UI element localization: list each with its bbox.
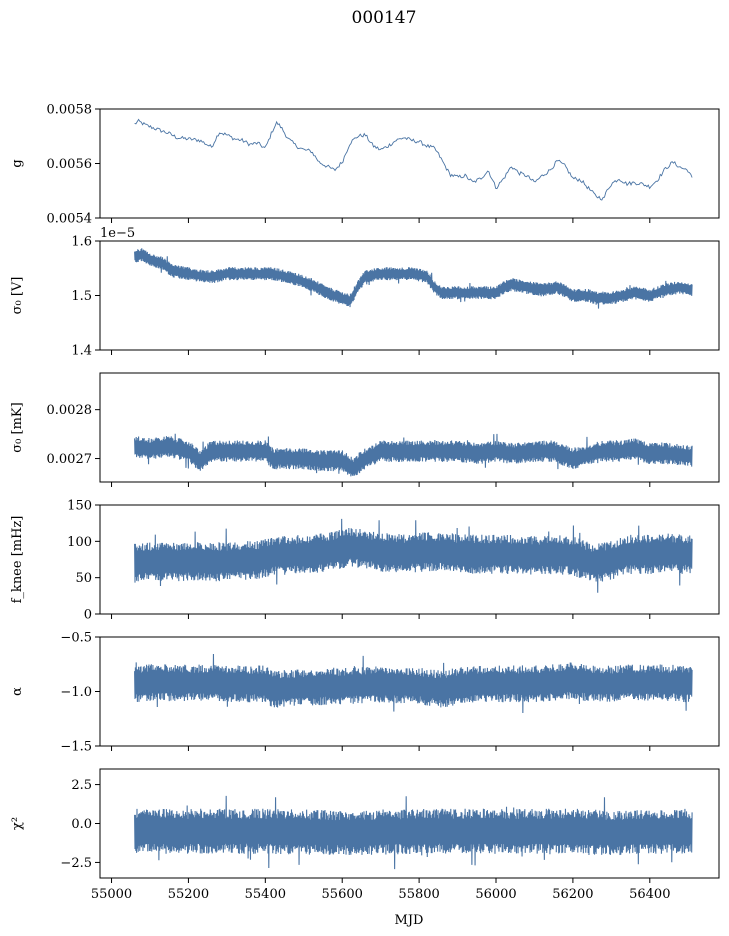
line-f_knee — [134, 518, 693, 593]
x-tick-label: 56200 — [552, 887, 593, 902]
y-tick-label: 150 — [67, 499, 92, 514]
series-sigma0_volts — [134, 248, 693, 309]
y-tick-label: 2.5 — [71, 778, 92, 793]
x-tick-label: 55600 — [322, 887, 363, 902]
y-tick-label: −0.5 — [60, 631, 92, 646]
panel-chi2: −2.5 0.0 2.5 55000 55200 55400 55600 55800 56000… — [10, 768, 720, 902]
series-chi2 — [134, 795, 693, 870]
x-tick-label: 55200 — [168, 887, 209, 902]
line-sigma0_volts — [134, 248, 693, 309]
figure-title: 000147 — [352, 8, 417, 28]
y-axis-label: χ² — [10, 817, 25, 830]
axes-frame — [99, 372, 720, 483]
y-tick-label: 0.0054 — [47, 212, 93, 227]
series-alpha — [134, 653, 693, 713]
y-tick-label: 0.0056 — [47, 157, 93, 172]
offset-text: 1e−5 — [100, 226, 135, 241]
y-tick-label: 0.0058 — [47, 103, 93, 118]
panel-alpha: −1.5 −1.0 −0.5 α — [10, 631, 720, 755]
y-tick-label: 0 — [84, 608, 92, 623]
panel-gain: 0.0054 0.0056 0.0058 g — [10, 103, 720, 227]
x-axis-label: MJD — [395, 913, 424, 928]
line-chi2 — [134, 795, 693, 870]
y-axis-label: α — [10, 687, 25, 696]
panel-f_knee: 0 50 100 150 f_knee [mHz] — [10, 499, 720, 623]
y-tick-label: 0.0 — [71, 817, 92, 832]
y-tick-label: −1.5 — [60, 740, 92, 755]
panel-sigma0_mk: 0.0027 0.0028 σ₀ [mK] — [10, 372, 720, 487]
axes-frame — [99, 504, 720, 615]
y-axis-label: g — [10, 159, 25, 167]
x-tick-label: 55400 — [245, 887, 286, 902]
line-gain — [134, 118, 693, 201]
y-axis-label: σ₀ [mK] — [10, 402, 25, 452]
y-tick-label: 0.0027 — [47, 452, 93, 467]
x-tick-label: 56000 — [475, 887, 516, 902]
x-tick-label: 55800 — [398, 887, 439, 902]
y-tick-label: 1.5 — [71, 289, 92, 304]
series-f_knee — [134, 518, 693, 593]
x-tick-label: 55000 — [91, 887, 132, 902]
y-tick-label: 0.0028 — [47, 403, 93, 418]
y-tick-label: −1.0 — [60, 685, 92, 700]
y-tick-label: 100 — [67, 535, 92, 550]
axes-frame — [99, 108, 720, 219]
y-axis-label: σ₀ [V] — [10, 277, 25, 315]
line-alpha — [134, 653, 693, 713]
y-tick-label: 1.6 — [71, 235, 92, 250]
y-axis-label: f_knee [mHz] — [10, 516, 25, 604]
y-tick-label: 50 — [75, 571, 92, 586]
x-tick-label: 56400 — [629, 887, 670, 902]
line-sigma0_mk — [134, 433, 693, 477]
y-tick-label: 1.4 — [71, 344, 92, 359]
panels: 0.0054 0.0056 0.0058 g 1.4 1.5 1.6 1e−5 σ₀ [V] 0.… — [10, 103, 720, 902]
panel-sigma0_volts: 1.4 1.5 1.6 1e−5 σ₀ [V] — [10, 226, 720, 359]
series-gain — [134, 118, 693, 201]
series-sigma0_mk — [134, 433, 693, 477]
y-tick-label: −2.5 — [60, 856, 92, 871]
